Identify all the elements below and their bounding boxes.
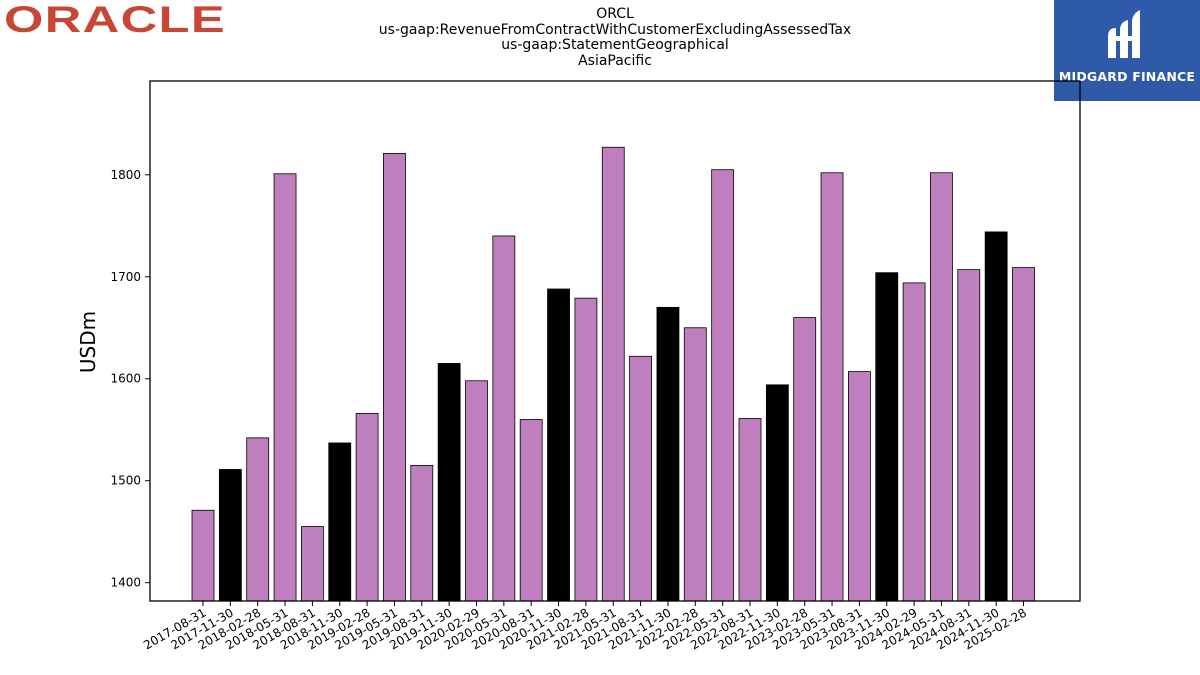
bar: [848, 371, 871, 602]
bar: [273, 173, 297, 602]
bar: [930, 172, 953, 602]
oracle-logo: ORACLE: [4, 0, 226, 40]
bar: [683, 327, 707, 602]
bar: [547, 288, 570, 602]
chart-title-line: us-gaap:StatementGeographical: [501, 37, 729, 53]
bar: [601, 146, 625, 602]
bar: [957, 269, 981, 602]
bar: [492, 235, 516, 602]
plot-frame: [149, 80, 1081, 602]
y-tick-label: 1600: [110, 372, 141, 386]
x-axis: 2017-08-312017-11-302018-02-282018-05-31…: [141, 601, 1029, 652]
bar: [1012, 267, 1035, 602]
y-tick-label: 1700: [110, 270, 141, 284]
bar: [328, 442, 352, 602]
bar: [383, 152, 406, 602]
bar: [711, 169, 735, 602]
bar: [465, 380, 488, 602]
bar: [300, 526, 324, 602]
bar: [793, 317, 817, 602]
y-tick-label: 1800: [110, 168, 141, 182]
bar: [875, 272, 899, 602]
chart-title-line: us-gaap:RevenueFromContractWithCustomerE…: [378, 21, 852, 38]
midgard-finance-text: MIDGARD FINANCE: [1058, 69, 1196, 84]
bar: [629, 355, 652, 602]
bar: [218, 469, 242, 602]
midgard-mark-icon: [1108, 10, 1140, 58]
bar: [820, 172, 844, 602]
y-axis-label: USDm: [76, 311, 100, 373]
y-axis: 1400 1500 1600 1700 1800: [110, 168, 150, 590]
bar: [410, 464, 434, 602]
bar: [574, 297, 598, 602]
bar: [738, 418, 762, 602]
bar: [765, 384, 789, 602]
bar: [902, 282, 926, 602]
bar: [437, 363, 461, 602]
oracle-logo-text: ORACLE: [4, 0, 226, 40]
bar: [984, 231, 1008, 602]
chart-title-line: ORCL: [596, 6, 634, 22]
chart-title: ORCL us-gaap:RevenueFromContractWithCust…: [330, 6, 900, 69]
bar: [191, 509, 215, 602]
bar: [246, 437, 270, 602]
bar: [519, 419, 543, 602]
y-tick-label: 1400: [110, 576, 141, 590]
y-tick-label: 1500: [110, 474, 141, 488]
bar: [355, 412, 379, 602]
bar: [656, 306, 680, 602]
chart-title-line: AsiaPacific: [578, 52, 652, 69]
midgard-finance-logo: MIDGARD FINANCE: [1054, 0, 1200, 101]
bars-group: [191, 146, 1035, 602]
